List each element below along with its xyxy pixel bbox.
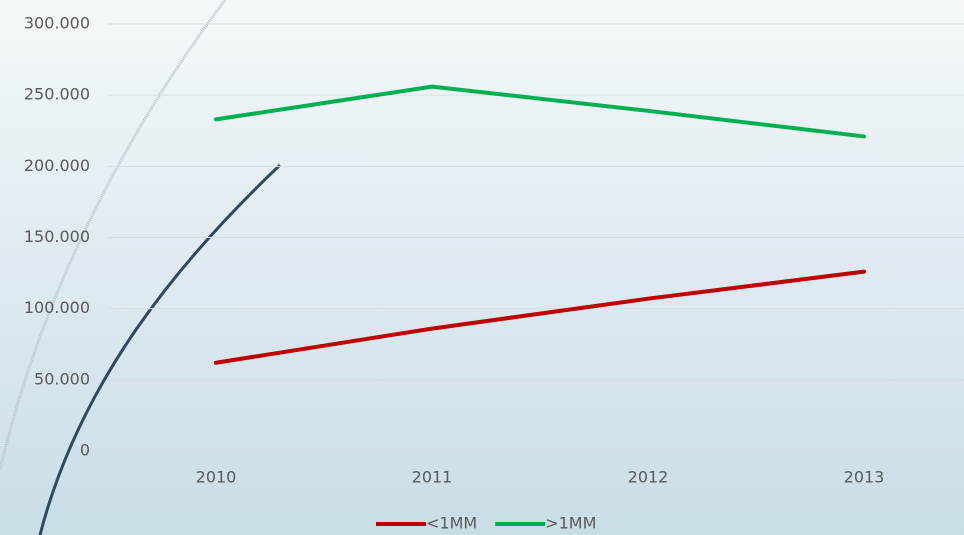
y-tick-label: 250.000 (24, 85, 90, 104)
background (0, 0, 964, 535)
chart: 0 50.000 100.000 150.000 200.000 250.000 300.0… (0, 0, 964, 535)
legend-label: <1MM (426, 514, 477, 533)
y-tick-label: 100.000 (24, 298, 90, 317)
x-tick-label: 2012 (628, 468, 669, 487)
x-tick-label: 2013 (844, 468, 885, 487)
legend-label: >1MM (545, 514, 596, 533)
page: {"chart_data": {"type": "line", "categor… (0, 0, 964, 535)
y-tick-label: 150.000 (24, 227, 90, 246)
y-tick-label: 300.000 (24, 14, 90, 33)
y-tick-label: 50.000 (34, 369, 90, 388)
y-tick-label: 0 (80, 441, 90, 460)
y-tick-label: 200.000 (24, 156, 90, 175)
x-tick-label: 2011 (412, 468, 453, 487)
x-tick-label: 2010 (196, 468, 237, 487)
